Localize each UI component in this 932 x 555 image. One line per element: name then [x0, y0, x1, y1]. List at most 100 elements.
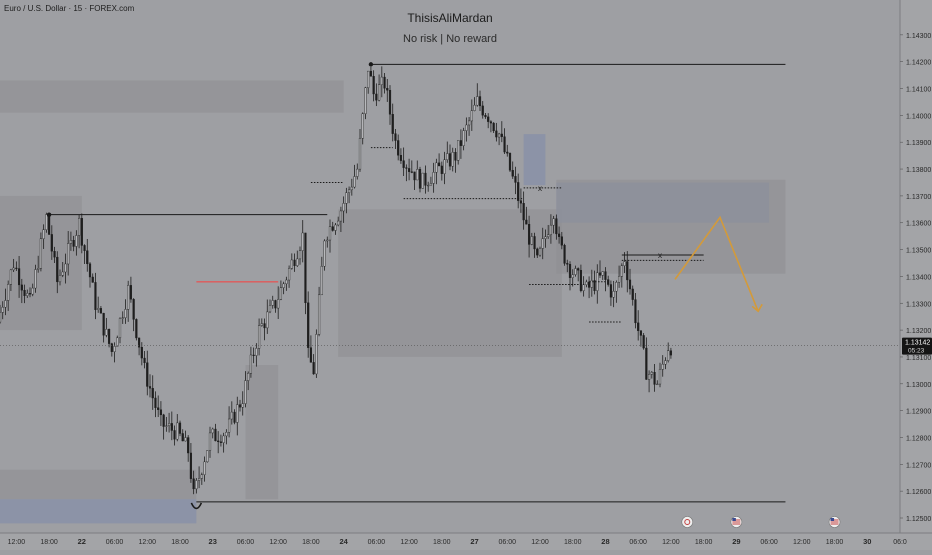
candle-body	[478, 96, 482, 107]
us-flag-event-icon[interactable]	[828, 516, 841, 528]
candle-body	[664, 360, 667, 365]
time-tick-label: 06:00	[499, 539, 517, 546]
candle-body	[42, 229, 45, 239]
candle-body	[170, 423, 173, 431]
candle-body	[377, 84, 381, 101]
candle-body	[342, 203, 345, 212]
candle-body	[448, 153, 452, 167]
candle-body	[266, 311, 269, 329]
us-flag-event-icon[interactable]	[730, 516, 743, 528]
candle-body	[500, 133, 503, 137]
candle-body	[653, 372, 656, 385]
candle-body	[83, 245, 86, 251]
time-tick-label: 23	[209, 537, 217, 546]
candle-body	[508, 153, 512, 171]
candle-body	[268, 305, 272, 313]
candle-body	[506, 151, 509, 154]
candle-body	[454, 152, 457, 161]
candle-body	[367, 70, 370, 88]
candle-body	[148, 386, 152, 389]
candle-body	[631, 288, 634, 300]
candle-body	[517, 182, 520, 201]
candle-body	[530, 236, 533, 245]
flag-canton	[732, 518, 736, 521]
zones-layer	[0, 80, 786, 524]
candle-body	[88, 263, 92, 278]
candle-body	[320, 266, 323, 296]
candle-body	[143, 357, 146, 363]
candle-body	[607, 279, 610, 285]
time-tick-label: 18:00	[171, 539, 189, 546]
time-tick-label: 06:00	[629, 539, 647, 546]
economic-event-icon[interactable]	[681, 516, 694, 528]
candle-body	[639, 330, 643, 336]
event-ring	[684, 519, 691, 525]
candle-body	[99, 308, 103, 314]
candle-body	[593, 280, 596, 291]
candle-body	[413, 171, 416, 181]
candle-body	[219, 441, 223, 443]
candle-body	[476, 96, 479, 106]
bar-countdown-label: 05:23	[908, 348, 925, 355]
candle-body	[628, 279, 632, 290]
candle-body	[192, 478, 195, 490]
time-tick-label: 30	[863, 537, 871, 546]
price-tick-label: 1.14300	[906, 33, 931, 40]
time-axis[interactable]: 12:00 18:00 22 06:00 12:00 18:00 23 06:00 12:00 1…	[0, 516, 932, 551]
candle-body	[429, 183, 433, 186]
candle-body	[590, 280, 593, 288]
price-tick-label: 1.13300	[906, 301, 931, 308]
candle-body	[511, 170, 514, 177]
candle-body	[609, 284, 613, 298]
candle-body	[69, 240, 73, 244]
candle-body	[383, 76, 386, 89]
candle-body	[574, 268, 577, 275]
candle-body	[77, 218, 81, 236]
time-tick-label: 12:00	[269, 539, 287, 546]
flag-canton	[830, 518, 835, 521]
candle-body	[206, 450, 209, 463]
candle-body	[585, 281, 588, 285]
candle-body	[369, 70, 373, 77]
candle-body	[127, 285, 130, 310]
candle-body	[260, 323, 263, 326]
time-axis-bg	[0, 533, 932, 550]
candle-body	[492, 122, 495, 132]
candle-body	[64, 263, 67, 273]
candle-body	[208, 432, 212, 451]
price-axis[interactable]: 1.14300 1.14200 1.14100 1.14000 1.13900 1.138…	[899, 0, 932, 550]
candle-body	[489, 121, 493, 124]
candle-body	[634, 299, 637, 324]
candle-body	[309, 347, 313, 363]
price-tick-label: 1.12800	[906, 435, 931, 442]
candle-body	[451, 152, 454, 167]
candle-body	[620, 265, 623, 277]
candle-body	[555, 218, 558, 235]
candle-body	[118, 318, 122, 339]
time-tick-label: 06:00	[106, 539, 124, 546]
candle-body	[421, 172, 424, 189]
price-tick-label: 1.13600	[906, 221, 931, 228]
candle-body	[28, 293, 32, 295]
candle-body	[331, 226, 334, 231]
candle-body	[214, 428, 217, 442]
candle-body	[222, 435, 225, 443]
candle-body	[481, 105, 484, 116]
zone-gray	[556, 179, 786, 274]
candle-body	[47, 214, 51, 235]
candle-body	[203, 461, 206, 475]
candle-body	[667, 350, 670, 361]
candle-body	[446, 153, 449, 160]
candle-body	[72, 240, 75, 247]
candle-body	[129, 285, 133, 300]
candle-body	[282, 283, 285, 288]
candle-body	[277, 299, 280, 309]
time-tick-label: 18:00	[302, 539, 320, 546]
price-tick-label: 1.14000	[906, 113, 931, 120]
candle-body	[312, 362, 315, 375]
price-tick-label: 1.13200	[906, 328, 931, 335]
candle-body	[435, 162, 438, 173]
zone-gray	[0, 469, 197, 500]
